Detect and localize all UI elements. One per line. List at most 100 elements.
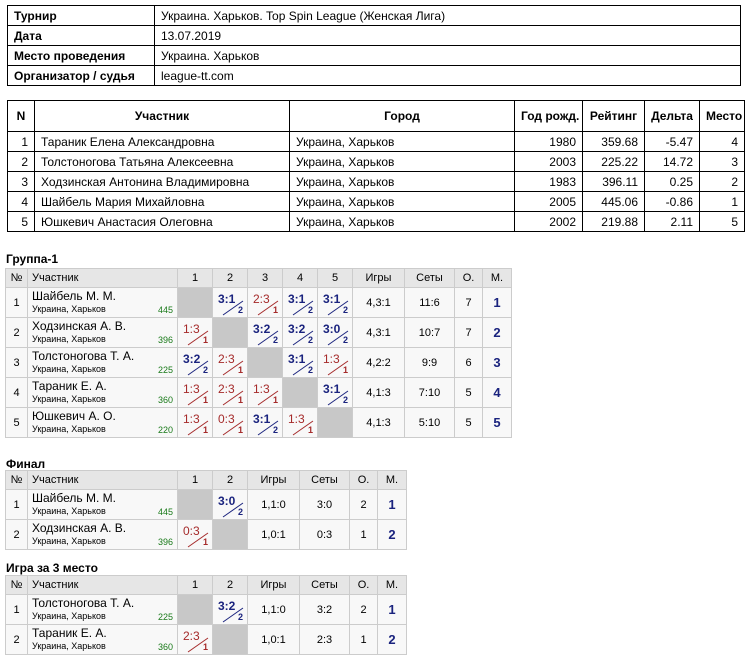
place: 4 <box>482 377 512 408</box>
player-city: Украина, Харьков <box>32 333 106 344</box>
header-cell: Сеты <box>299 575 350 595</box>
place: 1 <box>377 594 407 625</box>
participant-row: 3 Ходзинская Антонина Владимировна Украина… <box>7 171 745 192</box>
header-cell: Город <box>289 100 515 132</box>
sets: 2:3 <box>299 624 350 655</box>
score-cell: 2:3 1 <box>177 624 213 655</box>
points: 7 <box>454 287 483 318</box>
slash-line <box>292 300 314 316</box>
points-sub: 2 <box>342 305 348 315</box>
games: 4,2:2 <box>352 347 405 378</box>
sets: 5:10 <box>404 407 455 438</box>
group-row: 4 Тараник Е. А. Украина, Харьков 360 1:3 1 2:3… <box>5 377 512 408</box>
participant-cell: 445.06 <box>582 191 645 212</box>
player-name: Шайбель М. М. <box>32 490 116 505</box>
player-rating: 360 <box>157 394 173 405</box>
score-cell: 3:2 2 <box>247 317 283 348</box>
score-cell: 3:0 2 <box>212 489 248 520</box>
diagonal-cell <box>317 407 353 438</box>
header-cell: № <box>5 268 28 288</box>
slash <box>187 637 209 653</box>
slash-line <box>292 360 314 376</box>
info-label: Место проведения <box>7 45 155 66</box>
header-cell: № <box>5 470 28 490</box>
points-sub: 2 <box>272 335 278 345</box>
score-cell: 1:3 1 <box>317 347 353 378</box>
participant-cell: 4 <box>699 131 745 152</box>
participant-cell: 396.11 <box>582 171 645 192</box>
points-sub: 1 <box>202 642 208 652</box>
score-cell: 0:3 1 <box>212 407 248 438</box>
participant-cell: 3 <box>699 151 745 172</box>
score: 1:3 <box>183 322 200 336</box>
row-number: 3 <box>5 347 28 378</box>
player-rating: 360 <box>157 641 173 652</box>
group-row: 1 Шайбель М. М. Украина, Харьков 445 3:1 2 2:3… <box>5 287 512 318</box>
player-name: Ходзинская А. В. <box>32 520 127 535</box>
points-sub: 2 <box>272 425 278 435</box>
points-sub: 1 <box>202 425 208 435</box>
header-cell: Сеты <box>404 268 455 288</box>
games: 1,0:1 <box>247 624 300 655</box>
points: 2 <box>349 594 378 625</box>
header-cell: N <box>7 100 35 132</box>
header-row: № Участник 1 2 Игры Сеты О. М. <box>5 470 407 490</box>
player-name: Юшкевич А. О. <box>32 408 116 423</box>
slash-line <box>257 420 279 436</box>
slash <box>257 330 279 346</box>
points-sub: 2 <box>307 305 313 315</box>
score: 1:3 <box>183 412 200 426</box>
header-cell: М. <box>377 575 407 595</box>
header-cell: 1 <box>177 470 213 490</box>
score: 3:2 <box>288 322 306 336</box>
player-cell: Шайбель М. М. Украина, Харьков 445 <box>27 489 178 520</box>
group-table: № Участник 1 2 3 4 5 Игры Сеты О. М. 1 Шайбель М. М.… <box>5 268 512 438</box>
participant-cell: 2002 <box>514 211 583 232</box>
group-title: Финал <box>6 457 46 471</box>
score: 3:2 <box>253 322 271 336</box>
slash <box>257 420 279 436</box>
header-cell: О. <box>349 470 378 490</box>
sets: 0:3 <box>299 519 350 550</box>
player-name: Шайбель М. М. <box>32 288 116 303</box>
diagonal-cell <box>212 519 248 550</box>
slash-line <box>292 330 314 346</box>
participant-cell: 1 <box>7 131 35 152</box>
score: 1:3 <box>323 352 340 366</box>
points: 1 <box>349 519 378 550</box>
slash-line <box>187 390 209 406</box>
info-label: Организатор / судья <box>7 65 155 86</box>
player-cell: Юшкевич А. О. Украина, Харьков 220 <box>27 407 178 438</box>
info-row: Место проведения Украина. Харьков <box>7 45 741 66</box>
header-cell: 3 <box>247 268 283 288</box>
participant-cell: 2 <box>7 151 35 172</box>
points-sub: 2 <box>342 395 348 405</box>
slash <box>222 502 244 518</box>
player-name: Толстоногова Т. А. <box>32 595 135 610</box>
info-value: league-tt.com <box>154 65 741 86</box>
slash <box>292 360 314 376</box>
slash-line <box>327 390 349 406</box>
score: 3:0 <box>218 494 236 508</box>
score: 2:3 <box>218 382 235 396</box>
participant-cell: 2.11 <box>644 211 700 232</box>
group-table: № Участник 1 2 Игры Сеты О. М. 1 Толстоногова Т. … <box>5 575 407 655</box>
participant-cell: Тараник Елена Александровна <box>34 131 290 152</box>
place: 2 <box>377 519 407 550</box>
slash-line <box>257 330 279 346</box>
points-sub: 1 <box>202 395 208 405</box>
slash <box>222 420 244 436</box>
player-rating: 396 <box>157 536 173 547</box>
header-cell: Участник <box>27 470 178 490</box>
player-city: Украина, Харьков <box>32 303 106 314</box>
score-cell: 3:1 2 <box>247 407 283 438</box>
sets: 10:7 <box>404 317 455 348</box>
player-cell: Тараник Е. А. Украина, Харьков 360 <box>27 377 178 408</box>
slash <box>187 420 209 436</box>
player-city: Украина, Харьков <box>32 363 106 374</box>
points-sub: 2 <box>202 365 208 375</box>
header-cell: Игры <box>352 268 405 288</box>
points-sub: 1 <box>237 425 243 435</box>
slash <box>222 300 244 316</box>
group-table: № Участник 1 2 Игры Сеты О. М. 1 Шайбель М. М. Укр… <box>5 470 407 550</box>
